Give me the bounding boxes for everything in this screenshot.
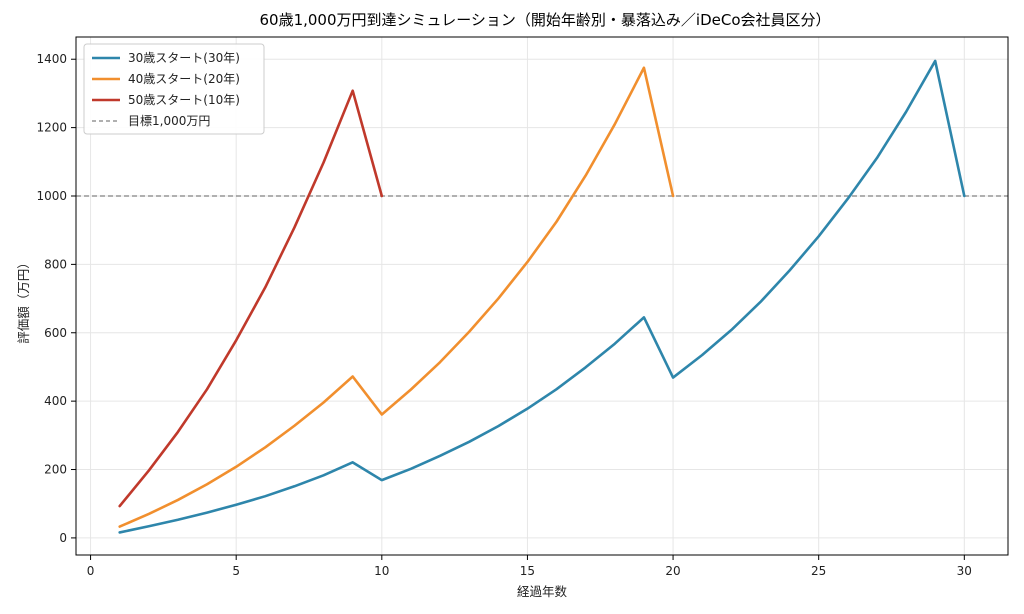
y-tick-label: 0 bbox=[59, 531, 67, 545]
series-lines bbox=[118, 59, 966, 534]
y-tick-label: 600 bbox=[44, 326, 67, 340]
x-tick-label: 10 bbox=[374, 564, 389, 578]
x-tick-label: 20 bbox=[665, 564, 680, 578]
x-tick-label: 15 bbox=[520, 564, 535, 578]
series-line-2 bbox=[118, 66, 675, 528]
y-tick-label: 1200 bbox=[36, 121, 67, 135]
legend-entry-label: 30歳スタート(30年) bbox=[128, 51, 240, 65]
chart-title: 60歳1,000万円到達シミュレーション（開始年齢別・暴落込み／iDeCo会社員… bbox=[259, 11, 830, 29]
series-line-1 bbox=[118, 59, 966, 534]
y-tick-label: 1000 bbox=[36, 189, 67, 203]
plot-frame bbox=[75, 36, 1009, 556]
legend-entry-label: 50歳スタート(10年) bbox=[128, 93, 240, 107]
y-tick-label: 400 bbox=[44, 394, 67, 408]
x-tick-label: 30 bbox=[957, 564, 972, 578]
legend-entry-label: 目標1,000万円 bbox=[128, 114, 210, 128]
y-tick-label: 1400 bbox=[36, 52, 67, 66]
legend: 30歳スタート(30年) 40歳スタート(20年) 50歳スタート(10年) 目標1,… bbox=[83, 43, 265, 135]
x-axis: 0 5 10 15 20 25 30 bbox=[87, 555, 972, 578]
x-tick-label: 0 bbox=[87, 564, 95, 578]
x-tick-label: 5 bbox=[232, 564, 240, 578]
legend-entry-label: 40歳スタート(20年) bbox=[128, 72, 240, 86]
x-tick-label: 25 bbox=[811, 564, 826, 578]
series-line-3 bbox=[118, 89, 384, 508]
y-axis: 0 200 400 600 800 1000 1200 1400 bbox=[36, 52, 76, 545]
y-tick-label: 200 bbox=[44, 463, 67, 477]
legend-box bbox=[83, 43, 265, 135]
x-axis-label: 経過年数 bbox=[517, 584, 568, 599]
y-axis-label: 評価額（万円） bbox=[16, 256, 31, 344]
y-tick-label: 800 bbox=[44, 257, 67, 271]
